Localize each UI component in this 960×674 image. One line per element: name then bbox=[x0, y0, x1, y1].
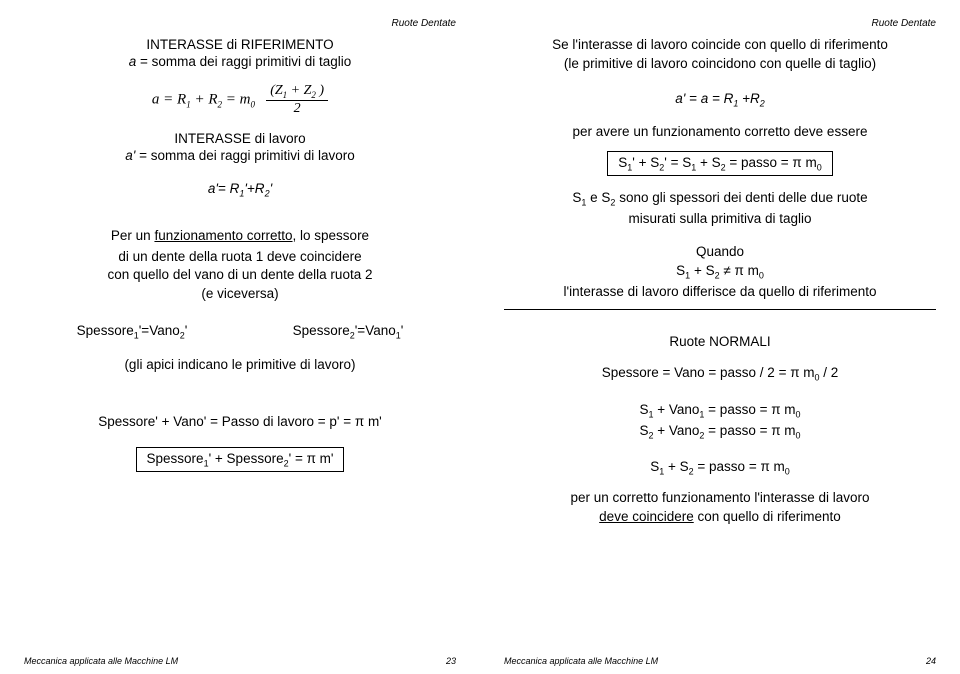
r3: a' = a = R1 +R2 bbox=[504, 91, 936, 110]
footer-left: Meccanica applicata alle Macchine LM 23 bbox=[24, 656, 456, 666]
p1: Per un funzionamento corretto, lo spesso… bbox=[24, 228, 456, 245]
title-4: a' = somma dei raggi primitivi di lavoro bbox=[24, 148, 456, 163]
boxed-eq: Spessore1' + Spessore2' = π m' bbox=[24, 441, 456, 479]
r12: S1 + Vano1 = passo = π m0 bbox=[504, 402, 936, 421]
r11: Spessore = Vano = passo / 2 = π m0 / 2 bbox=[504, 365, 936, 384]
title-3: INTERASSE di lavoro bbox=[24, 131, 456, 146]
r16: deve coincidere con quello di riferiment… bbox=[504, 509, 936, 526]
footer-right: Meccanica applicata alle Macchine LM 24 bbox=[504, 656, 936, 666]
r6: misurati sulla primitiva di taglio bbox=[504, 211, 936, 228]
r8: S1 + S2 ≠ π m0 bbox=[504, 263, 936, 282]
divider bbox=[504, 309, 936, 310]
page-right: Ruote Dentate Se l'interasse di lavoro c… bbox=[480, 0, 960, 674]
content-right: Se l'interasse di lavoro coincide con qu… bbox=[504, 35, 936, 652]
p2: di un dente della ruota 1 deve coincider… bbox=[24, 249, 456, 266]
header-right: Ruote Dentate bbox=[504, 18, 936, 29]
title-1: INTERASSE di RIFERIMENTO bbox=[24, 37, 456, 52]
spessore-row: Spessore1'=Vano2' Spessore2'=Vano1' bbox=[24, 323, 456, 341]
formula-interasse: a = R1 + R2 = m0 (Z1 + Z2 ) 2 bbox=[24, 83, 456, 117]
content-left: INTERASSE di RIFERIMENTO a = somma dei r… bbox=[24, 35, 456, 652]
r7: Quando bbox=[504, 244, 936, 261]
r14: S1 + S2 = passo = π m0 bbox=[504, 459, 936, 478]
fraction: (Z1 + Z2 ) 2 bbox=[266, 83, 328, 117]
r4: per avere un funzionamento corretto deve… bbox=[504, 124, 936, 141]
title-2: a = somma dei raggi primitivi di taglio bbox=[24, 54, 456, 69]
r15: per un corretto funzionamento l'interass… bbox=[504, 490, 936, 507]
r13: S2 + Vano2 = passo = π m0 bbox=[504, 423, 936, 442]
p4: (e viceversa) bbox=[24, 286, 456, 303]
eq-passo: Spessore' + Vano' = Passo di lavoro = p'… bbox=[24, 414, 456, 431]
r5: S1 e S2 sono gli spessori dei denti dell… bbox=[504, 190, 936, 209]
eq-a-prime: a'= R1'+R2' bbox=[24, 181, 456, 200]
p3: con quello del vano di un dente della ru… bbox=[24, 267, 456, 284]
page-left: Ruote Dentate INTERASSE di RIFERIMENTO a… bbox=[0, 0, 480, 674]
header-left: Ruote Dentate bbox=[24, 18, 456, 29]
r2: (le primitive di lavoro coincidono con q… bbox=[504, 56, 936, 73]
r10: Ruote NORMALI bbox=[504, 334, 936, 351]
r9: l'interasse di lavoro differisce da quel… bbox=[504, 284, 936, 301]
box1: S1' + S2' = S1 + S2 = passo = π m0 bbox=[504, 145, 936, 183]
r1: Se l'interasse di lavoro coincide con qu… bbox=[504, 37, 936, 54]
gli-apici: (gli apici indicano le primitive di lavo… bbox=[24, 357, 456, 374]
